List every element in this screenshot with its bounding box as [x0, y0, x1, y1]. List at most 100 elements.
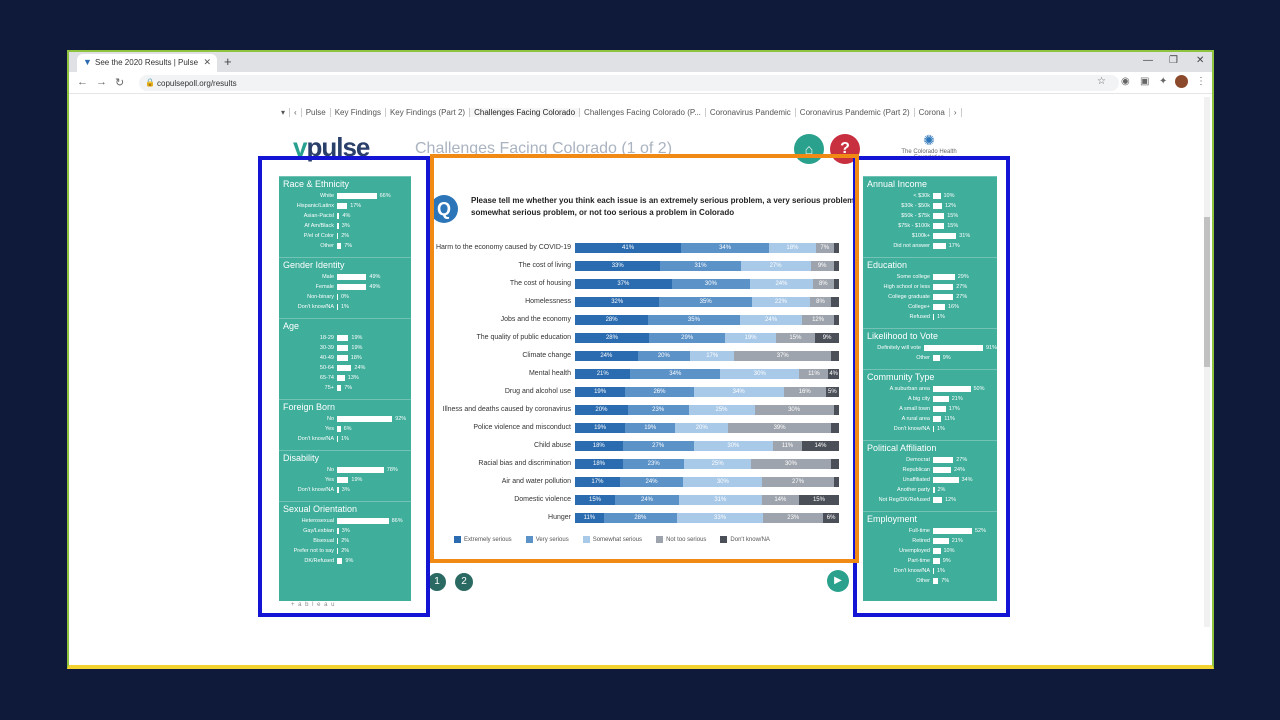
- maximize-icon[interactable]: ❐: [1169, 55, 1178, 66]
- chart-bar-segment[interactable]: 31%: [679, 495, 762, 505]
- chart-bar-segment[interactable]: 18%: [575, 459, 623, 469]
- chart-bar-segment[interactable]: 30%: [683, 477, 763, 487]
- chart-bar-segment[interactable]: [833, 279, 839, 289]
- chart-bar-segment[interactable]: 5%: [825, 387, 839, 397]
- chart-bar-segment[interactable]: [833, 477, 839, 487]
- chart-bar-segment[interactable]: 35%: [648, 315, 740, 325]
- panel-row[interactable]: $30k - $50k 12%: [863, 201, 997, 211]
- chart-bar-segment[interactable]: 11%: [772, 441, 802, 451]
- dashboard-tab[interactable]: Corona: [915, 108, 950, 117]
- chart-bar-segment[interactable]: 30%: [671, 279, 751, 289]
- chart-bar-segment[interactable]: 16%: [783, 387, 826, 397]
- chart-bar-row[interactable]: 17% 24% 30% 27%: [575, 476, 839, 488]
- chart-bar-segment[interactable]: 17%: [689, 351, 735, 361]
- panel-row[interactable]: Asian-Pacisl 4%: [279, 211, 411, 221]
- chart-bar-row[interactable]: 41% 34% 18% 7%: [575, 242, 839, 254]
- panel-row[interactable]: Definitely will vote 91%: [863, 343, 997, 353]
- chart-bar-segment[interactable]: 35%: [659, 297, 752, 307]
- dashboard-tab[interactable]: Coronavirus Pandemic (Part 2): [796, 108, 915, 117]
- panel-row[interactable]: Don't know/NA 1%: [863, 566, 997, 576]
- menu-icon[interactable]: ⋮: [1196, 76, 1206, 87]
- chart-bar-segment[interactable]: 34%: [681, 243, 770, 253]
- panel-row[interactable]: $75k - $100k 15%: [863, 221, 997, 231]
- chart-bar-segment[interactable]: 28%: [575, 333, 649, 343]
- chart-bar-row[interactable]: 28% 35% 24% 12%: [575, 314, 839, 326]
- chart-bar-segment[interactable]: [833, 261, 839, 271]
- chart-bar-row[interactable]: 21% 34% 30% 11% 4%: [575, 368, 839, 380]
- chart-bar-segment[interactable]: 25%: [688, 405, 755, 415]
- dashboard-tab[interactable]: Key Findings: [331, 108, 386, 117]
- panel-row[interactable]: Male 49%: [279, 272, 411, 282]
- extension-icon[interactable]: ◉: [1121, 76, 1130, 87]
- panel-row[interactable]: < $30k 10%: [863, 191, 997, 201]
- chart-bar-segment[interactable]: 19%: [575, 387, 626, 397]
- chart-bar-segment[interactable]: 39%: [728, 423, 832, 433]
- chart-bar-segment[interactable]: 23%: [623, 459, 685, 469]
- panel-row[interactable]: Hispanic/Latinx 17%: [279, 201, 411, 211]
- chart-bar-row[interactable]: 28% 29% 19% 15% 9%: [575, 332, 839, 344]
- panel-row[interactable]: Yes 6%: [279, 424, 411, 434]
- panel-row[interactable]: Not Reg/DK/Refused 12%: [863, 495, 997, 505]
- chart-bar-row[interactable]: 33% 31% 27% 9%: [575, 260, 839, 272]
- panel-row[interactable]: Other 9%: [863, 353, 997, 363]
- panel-row[interactable]: Don't know/NA 1%: [279, 434, 411, 444]
- chart-bar-segment[interactable]: 30%: [750, 459, 831, 469]
- dashboard-tab[interactable]: Key Findings (Part 2): [386, 108, 471, 117]
- panel-row[interactable]: 30-39 19%: [279, 343, 411, 353]
- chart-bar-row[interactable]: 32% 35% 22% 8%: [575, 296, 839, 308]
- panel-row[interactable]: $100k+ 31%: [863, 231, 997, 241]
- chart-bar-segment[interactable]: 15%: [775, 333, 816, 343]
- dashboard-tab-active[interactable]: Challenges Facing Colorado: [470, 108, 581, 117]
- chart-bar-segment[interactable]: 4%: [828, 369, 839, 379]
- home-button[interactable]: ⌂: [794, 134, 824, 164]
- new-tab-icon[interactable]: +: [224, 54, 232, 69]
- chart-bar-segment[interactable]: 22%: [751, 297, 810, 307]
- chart-bar-segment[interactable]: 8%: [812, 279, 834, 289]
- dashboard-tab[interactable]: Challenges Facing Colorado (P...: [580, 108, 706, 117]
- chart-bar-segment[interactable]: 9%: [810, 261, 834, 271]
- puzzle-icon[interactable]: ✦: [1159, 76, 1168, 87]
- panel-row[interactable]: Democrat 27%: [863, 455, 997, 465]
- chart-bar-segment[interactable]: 34%: [693, 387, 784, 397]
- chart-bar-segment[interactable]: [833, 315, 839, 325]
- chart-bar-row[interactable]: 15% 24% 31% 14% 15%: [575, 494, 839, 506]
- extension-icon[interactable]: ▣: [1140, 76, 1150, 87]
- panel-row[interactable]: Republican 24%: [863, 465, 997, 475]
- panel-row[interactable]: 75+ 7%: [279, 383, 411, 393]
- forward-icon[interactable]: →: [96, 76, 107, 88]
- panel-row[interactable]: Other 7%: [279, 241, 411, 251]
- chart-bar-segment[interactable]: 29%: [648, 333, 726, 343]
- chart-bar-segment[interactable]: 14%: [802, 441, 839, 451]
- chart-bar-segment[interactable]: [833, 243, 839, 253]
- bookmark-star-icon[interactable]: ☆: [1097, 76, 1106, 87]
- chart-bar-segment[interactable]: 24%: [615, 495, 679, 505]
- panel-row[interactable]: Full-time 52%: [863, 526, 997, 536]
- chart-bar-segment[interactable]: 28%: [603, 513, 677, 523]
- chart-bar-segment[interactable]: 19%: [625, 423, 676, 433]
- chart-bar-segment[interactable]: 14%: [761, 495, 799, 505]
- chart-bar-segment[interactable]: 24%: [575, 351, 638, 361]
- panel-row[interactable]: A small town 17%: [863, 404, 997, 414]
- panel-row[interactable]: Other 7%: [863, 576, 997, 586]
- panel-row[interactable]: Another party 2%: [863, 485, 997, 495]
- chart-bar-segment[interactable]: 33%: [676, 513, 764, 523]
- dashboard-tab[interactable]: Pulse: [302, 108, 331, 117]
- panel-row[interactable]: Don't know/NA 3%: [279, 485, 411, 495]
- chart-bar-segment[interactable]: 12%: [802, 315, 834, 325]
- chart-bar-segment[interactable]: 24%: [750, 279, 813, 289]
- page-1-button[interactable]: 1: [428, 573, 446, 591]
- chart-bar-segment[interactable]: [831, 351, 839, 361]
- chart-bar-segment[interactable]: 37%: [734, 351, 832, 361]
- back-icon[interactable]: ←: [77, 76, 88, 88]
- panel-row[interactable]: High school or less 27%: [863, 282, 997, 292]
- url-field[interactable]: 🔒 copulsepoll.org/results: [139, 75, 1119, 91]
- scrollbar-thumb[interactable]: [1204, 217, 1210, 367]
- chart-bar-segment[interactable]: 41%: [575, 243, 682, 253]
- chart-bar-segment[interactable]: 27%: [740, 261, 811, 271]
- panel-row[interactable]: Af Am/Black 3%: [279, 221, 411, 231]
- chart-bar-segment[interactable]: 31%: [660, 261, 741, 271]
- chart-bar-segment[interactable]: [831, 297, 839, 307]
- panel-row[interactable]: Don't know/NA 1%: [863, 424, 997, 434]
- panel-row[interactable]: College+ 16%: [863, 302, 997, 312]
- chart-bar-segment[interactable]: 19%: [575, 423, 626, 433]
